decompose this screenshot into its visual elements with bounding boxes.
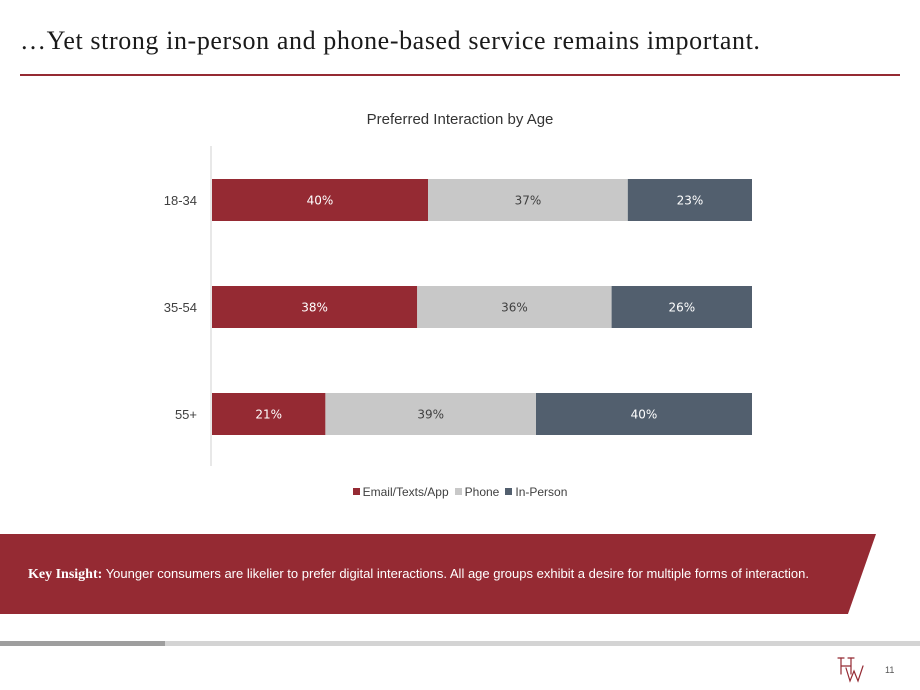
key-insight-band bbox=[0, 534, 876, 614]
bar-data-label: 23% bbox=[677, 194, 704, 208]
bar-segment bbox=[212, 393, 326, 435]
bar-data-label: 26% bbox=[668, 301, 695, 315]
bar-data-label: 40% bbox=[631, 408, 658, 422]
chart-title: Preferred Interaction by Age bbox=[366, 111, 554, 128]
bar-data-label: 40% bbox=[307, 194, 334, 208]
footer-progress-bar bbox=[0, 641, 165, 646]
bar-segment bbox=[417, 286, 612, 328]
key-insight: Key Insight: Younger consumers are likel… bbox=[28, 566, 848, 583]
title-divider bbox=[20, 74, 900, 76]
bar-segment bbox=[611, 286, 752, 328]
bar-data-label: 39% bbox=[417, 408, 444, 422]
stacked-bar-chart: 18-34 40% 37% 23% 35-54 38% 36% 26% 55+ 21% 39% 40% bbox=[164, 146, 752, 466]
category-label: 18-34 bbox=[164, 193, 197, 208]
bar-data-label: 37% bbox=[515, 194, 542, 208]
bar-data-label: 36% bbox=[501, 301, 528, 315]
footer-bar bbox=[0, 641, 920, 646]
bar-segment bbox=[428, 179, 628, 221]
bar-data-label: 21% bbox=[255, 408, 282, 422]
key-insight-text: Younger consumers are likelier to prefer… bbox=[105, 566, 810, 581]
bar-segment bbox=[536, 393, 752, 435]
category-label: 35-54 bbox=[164, 300, 197, 315]
category-label: 55+ bbox=[175, 407, 197, 422]
bar-segment bbox=[212, 286, 418, 328]
legend-item: Email/Texts/App bbox=[352, 485, 449, 499]
legend-swatch bbox=[505, 488, 513, 495]
bar-data-label: 38% bbox=[301, 301, 328, 315]
bar-segment bbox=[212, 179, 428, 221]
legend-label: Email/Texts/App bbox=[362, 485, 449, 499]
legend-item: Phone bbox=[454, 485, 500, 499]
bars-layer: 18-34 40% 37% 23% 35-54 38% 36% 26% 55+ 21% 39% 40% bbox=[164, 179, 752, 435]
bar-segment bbox=[325, 393, 536, 435]
page-number: 11 bbox=[885, 665, 895, 675]
key-insight-label: Key Insight: bbox=[28, 567, 103, 582]
hw-monogram-logo bbox=[837, 657, 864, 683]
bar-segment bbox=[627, 179, 752, 221]
legend-swatch bbox=[454, 488, 462, 495]
legend-item: In-Person bbox=[505, 485, 567, 499]
legend-swatch bbox=[352, 488, 360, 495]
legend-label: Phone bbox=[464, 485, 500, 499]
legend-label: In-Person bbox=[515, 485, 568, 499]
chart-legend: Email/Texts/App Phone In-Person bbox=[0, 485, 920, 499]
slide-title: …Yet strong in-person and phone-based se… bbox=[20, 26, 761, 55]
